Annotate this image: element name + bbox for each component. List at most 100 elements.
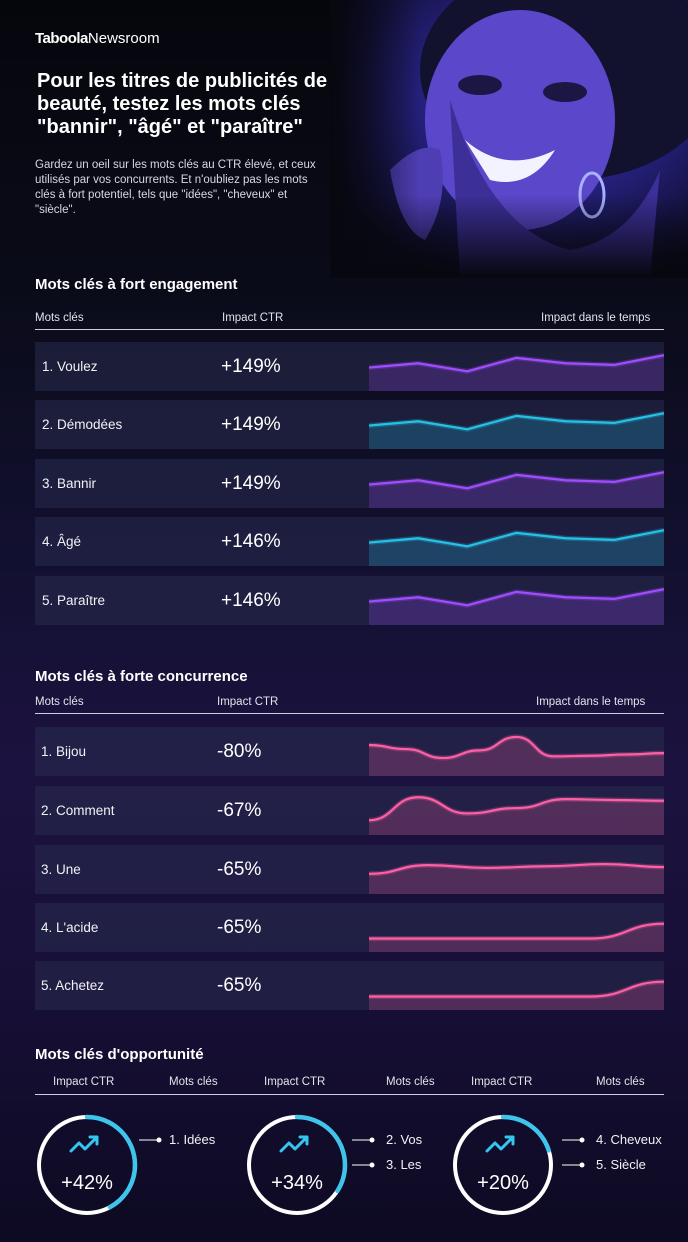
keyword-label: 3. Une <box>41 861 81 877</box>
trend-line <box>369 354 664 373</box>
column-header-keywords: Mots clés <box>169 1076 218 1088</box>
donut-ctr-value: +42% <box>61 1172 113 1194</box>
keyword-label: 1. Voulez <box>42 358 98 374</box>
trend-area <box>369 355 664 391</box>
table-row <box>35 903 664 952</box>
opportunity-keyword: 3. Les <box>386 1157 422 1172</box>
trend-sparkline <box>369 794 664 835</box>
keyword-label: 2. Comment <box>41 802 115 818</box>
ctr-value: +146% <box>221 589 281 611</box>
trend-area <box>369 413 664 449</box>
brand-name-light: Newsroom <box>87 30 160 47</box>
table-row <box>35 727 664 776</box>
trend-line-glow <box>369 979 664 1000</box>
keyword-label: 4. L'acide <box>41 919 99 935</box>
trend-area <box>369 923 664 952</box>
keyword-label: 3. Bannir <box>42 475 97 491</box>
trend-sparkline <box>369 921 664 952</box>
ctr-value: -65% <box>217 916 262 938</box>
keyword-label: 4. Âgé <box>42 533 82 549</box>
section-title-competition: Mots clés à forte concurrence <box>35 668 248 685</box>
brand-logo: TaboolaNewsroom <box>35 30 160 47</box>
donut-progress-arc <box>452 1114 554 1216</box>
keyword-label: 5. Achetez <box>41 977 105 993</box>
ctr-value: +149% <box>221 355 281 377</box>
trend-line <box>369 588 664 607</box>
trend-line <box>369 471 664 490</box>
header-divider <box>35 329 664 330</box>
table-row <box>35 845 664 894</box>
leader-line <box>562 1162 585 1168</box>
trend-up-icon <box>485 1135 515 1153</box>
opportunity-keyword: 1. Idées <box>169 1132 216 1147</box>
trend-sparkline <box>369 979 664 1010</box>
column-header-ctr: Impact CTR <box>217 696 279 708</box>
column-header-trend: Impact dans le temps <box>536 696 646 708</box>
opportunity-keyword: 4. Cheveux <box>596 1132 662 1147</box>
opportunity-donut: +34% <box>246 1114 348 1216</box>
trend-sparkline <box>369 469 664 508</box>
leader-line <box>352 1137 375 1143</box>
trend-sparkline <box>369 734 664 776</box>
table-row <box>35 576 664 625</box>
opportunity-donut: +20% <box>452 1114 554 1216</box>
trend-area <box>369 530 664 566</box>
trend-sparkline <box>369 410 664 449</box>
trend-line <box>369 980 664 998</box>
trend-line <box>369 412 664 431</box>
keyword-label: 2. Démodées <box>42 416 123 432</box>
column-header-keywords: Mots clés <box>35 696 84 708</box>
column-header-ctr: Impact CTR <box>222 312 284 324</box>
trend-line <box>369 796 664 822</box>
trend-sparkline <box>369 352 664 391</box>
column-header-trend: Impact dans le temps <box>541 312 651 324</box>
header-divider <box>35 713 664 714</box>
trend-sparkline <box>369 586 664 625</box>
ctr-value: +146% <box>221 530 281 552</box>
portrait-image <box>330 0 688 278</box>
table-row <box>35 786 664 835</box>
table-row <box>35 400 664 449</box>
trend-area <box>369 472 664 508</box>
donut-progress-arc <box>246 1114 348 1216</box>
opportunity-donut: +42% <box>36 1114 138 1216</box>
ctr-value: -67% <box>217 799 262 821</box>
trend-area <box>369 589 664 625</box>
column-header-ctr: Impact CTR <box>471 1076 533 1088</box>
trend-area <box>369 797 664 835</box>
opportunity-keyword: 2. Vos <box>386 1132 423 1147</box>
table-row <box>35 961 664 1010</box>
ctr-value: -65% <box>217 974 262 996</box>
trend-line <box>369 735 664 760</box>
intro-text: Gardez un oeil sur les mots clés au CTR … <box>35 159 316 216</box>
table-row <box>35 517 664 566</box>
keyword-label: 5. Paraître <box>42 592 106 608</box>
column-header-keywords: Mots clés <box>35 312 84 324</box>
header-divider <box>35 1094 664 1095</box>
trend-area <box>369 981 664 1010</box>
section-title-opportunity: Mots clés d'opportunité <box>35 1046 204 1063</box>
trend-line <box>369 862 664 875</box>
ctr-value: -65% <box>217 858 262 880</box>
table-row <box>35 342 664 391</box>
donut-progress-arc <box>36 1114 138 1216</box>
trend-area <box>369 736 664 776</box>
leader-line <box>562 1137 585 1143</box>
trend-line-glow <box>369 921 664 942</box>
trend-sparkline <box>369 861 664 894</box>
page-title: Pour les titres de publicités de beauté,… <box>37 70 328 138</box>
column-header-keywords: Mots clés <box>386 1076 435 1088</box>
donut-ctr-value: +34% <box>271 1172 323 1194</box>
column-header-ctr: Impact CTR <box>264 1076 326 1088</box>
ctr-value: -80% <box>217 740 262 762</box>
trend-area <box>369 864 664 894</box>
donut-ctr-value: +20% <box>477 1172 529 1194</box>
keyword-label: 1. Bijou <box>41 743 87 759</box>
leader-line <box>352 1162 375 1168</box>
table-row <box>35 459 664 508</box>
trend-up-icon <box>69 1135 99 1153</box>
trend-up-icon <box>279 1135 309 1153</box>
opportunity-keyword: 5. Siècle <box>596 1157 646 1172</box>
trend-line <box>369 922 664 940</box>
ctr-value: +149% <box>221 413 281 435</box>
